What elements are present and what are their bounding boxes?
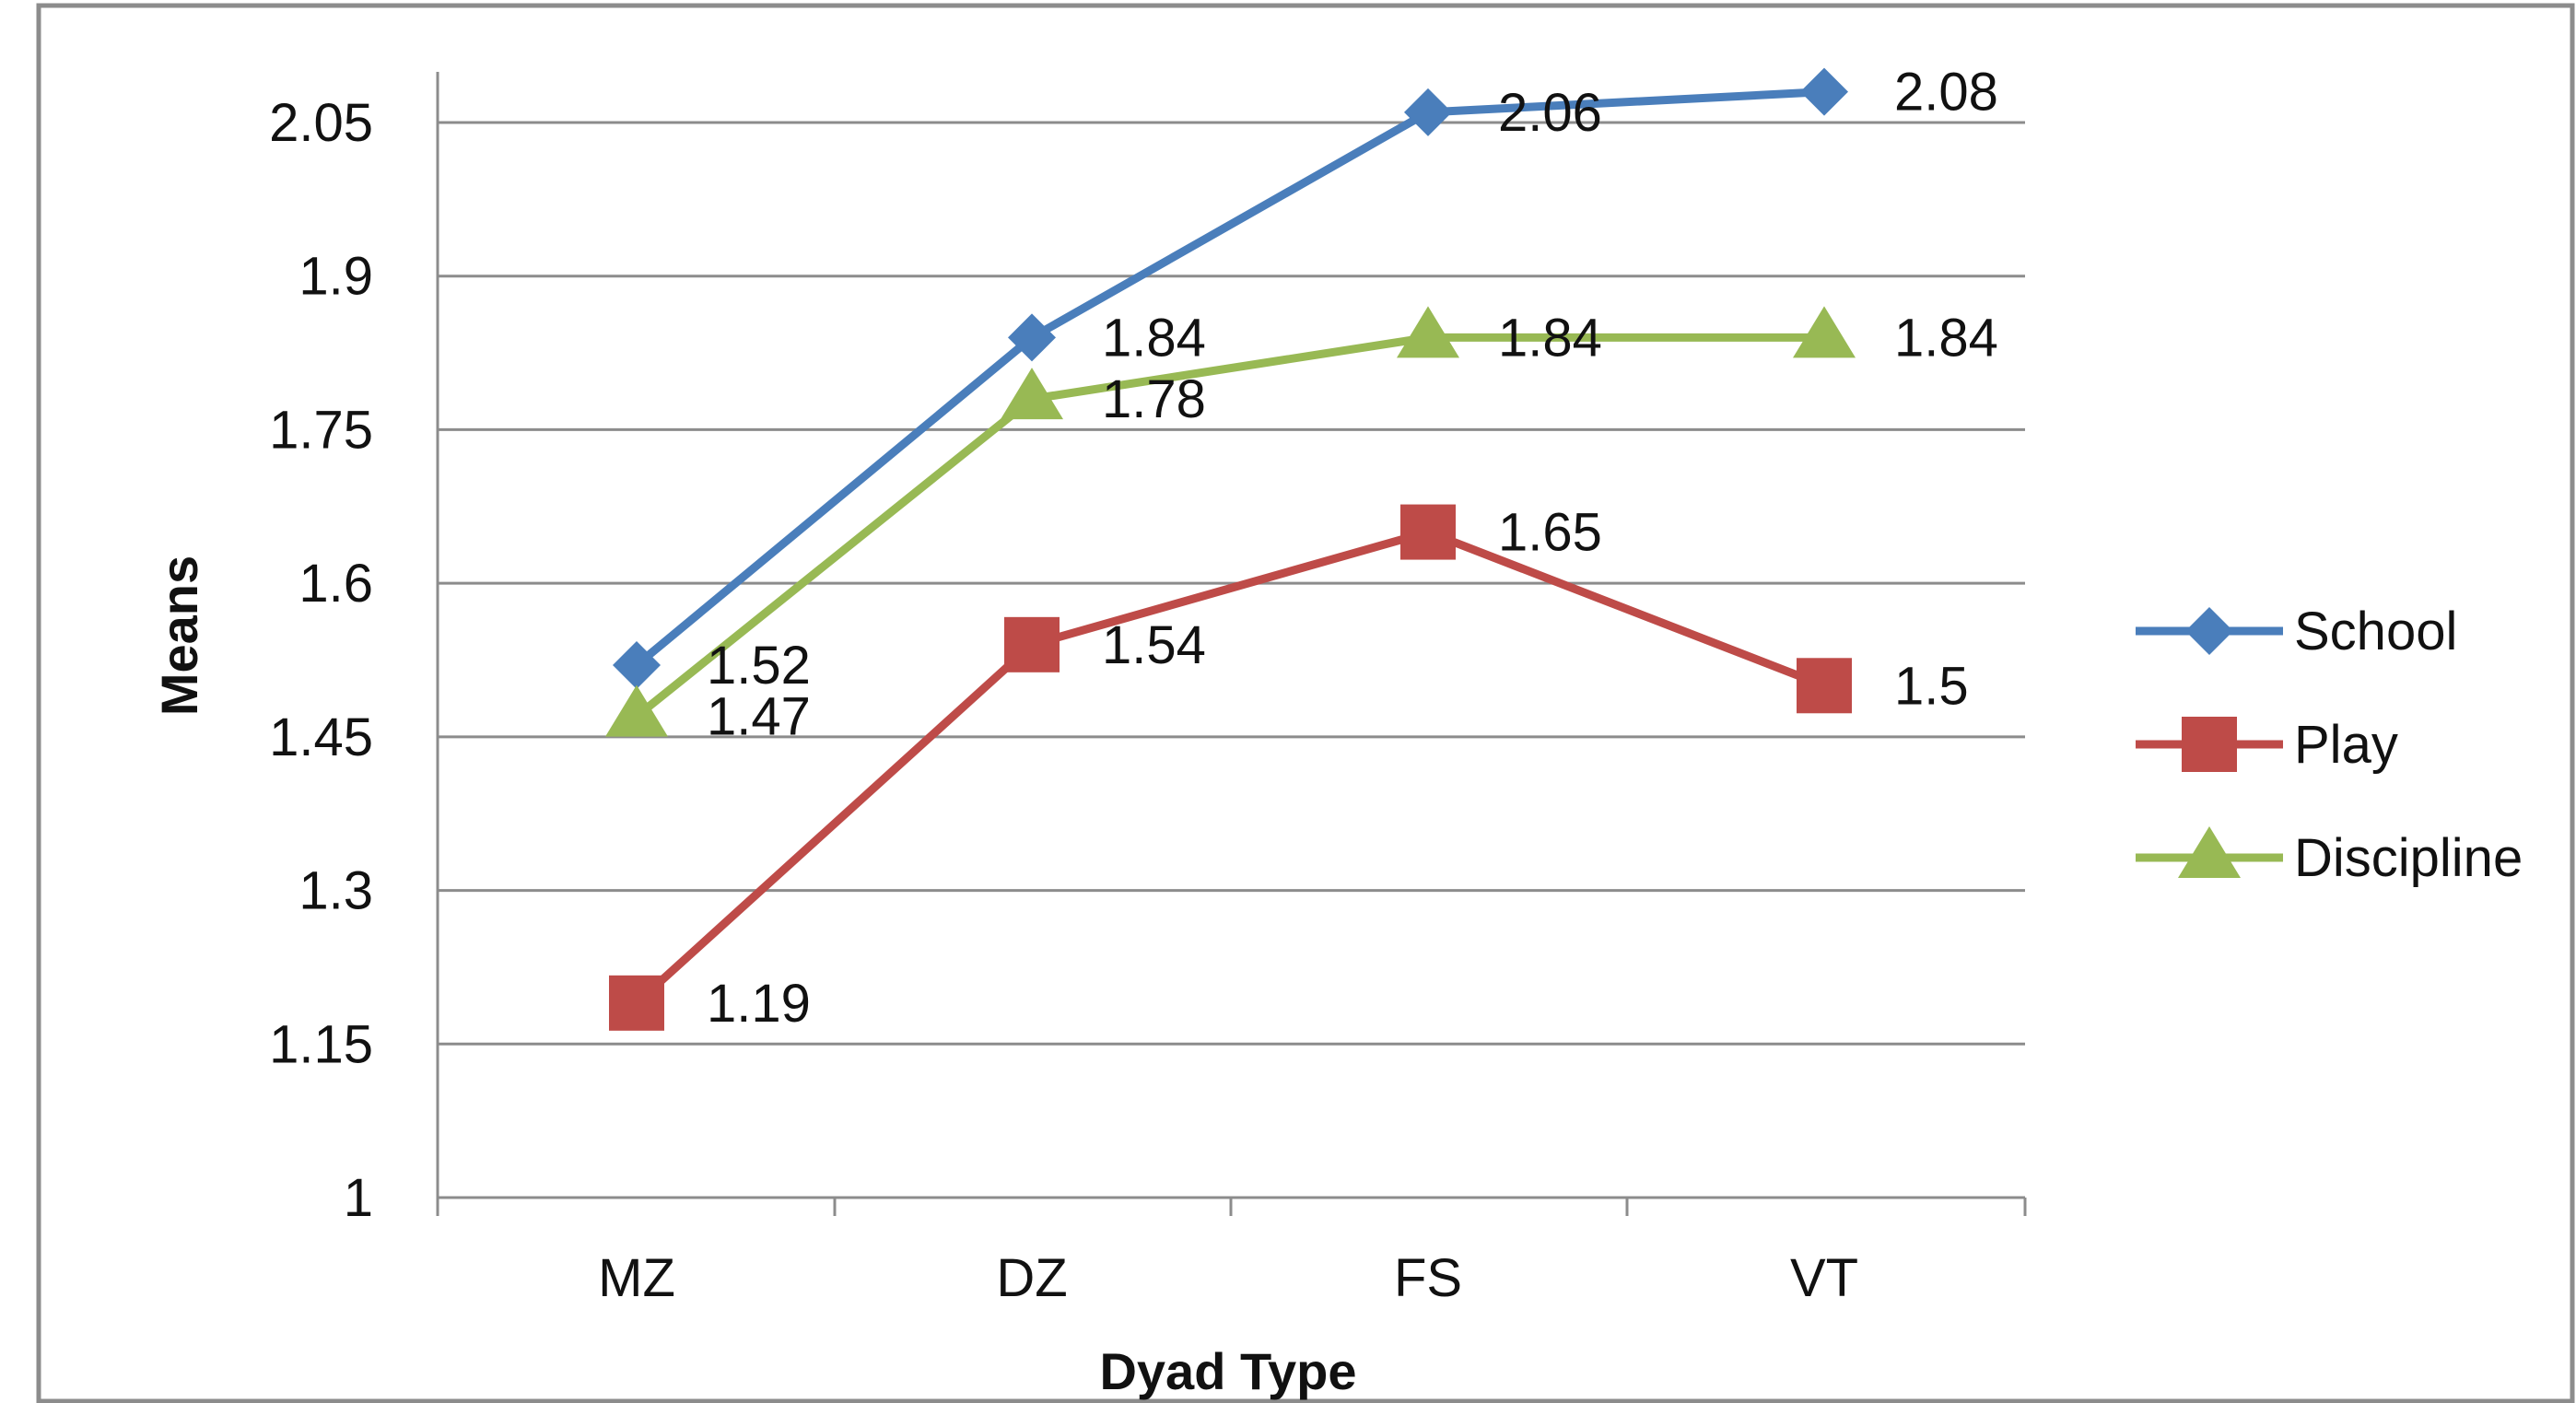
- legend-diamond-icon: [2185, 607, 2233, 655]
- legend-item-school: School: [2136, 602, 2457, 661]
- chart-border: [36, 3, 2575, 1403]
- play-marker: [1400, 504, 1456, 560]
- legend-square-icon: [2182, 717, 2237, 772]
- play-data-label: 1.5: [1894, 656, 1969, 716]
- school-marker: [1800, 67, 1848, 116]
- discipline-marker: [1001, 368, 1063, 420]
- discipline-data-label: 1.84: [1894, 308, 1998, 368]
- legend-item-play: Play: [2136, 715, 2398, 775]
- x-tick-label: VT: [1790, 1248, 1858, 1308]
- legend-item-discipline: Discipline: [2136, 826, 2523, 888]
- y-tick-label: 2.05: [269, 93, 373, 153]
- discipline-data-label: 1.78: [1102, 369, 1206, 429]
- legend-label: Play: [2294, 715, 2398, 775]
- school-data-label: 2.08: [1894, 63, 1998, 123]
- x-tick-label: FS: [1394, 1248, 1462, 1308]
- series-line-school: [634, 88, 1825, 669]
- gridlines: [438, 121, 2025, 1046]
- data-labels: 1.521.842.06 2.081.191.541.651.51.471.781…: [707, 63, 1998, 1034]
- y-axis-title: Means: [150, 555, 208, 716]
- play-data-label: 1.65: [1498, 503, 1602, 563]
- school-marker: [1008, 313, 1056, 362]
- discipline-marker: [605, 684, 668, 737]
- legend-label: School: [2294, 602, 2457, 661]
- y-tick-label: 1.15: [269, 1014, 373, 1074]
- discipline-marker: [1793, 306, 1856, 358]
- play-marker: [609, 975, 664, 1031]
- play-data-label: 1.54: [1102, 615, 1206, 675]
- school-data-label: 1.52: [707, 636, 811, 696]
- discipline-marker: [1397, 306, 1459, 358]
- series-lines: [605, 67, 1856, 1031]
- play-data-label: 1.19: [707, 974, 811, 1034]
- series-line-play: [633, 528, 1826, 1007]
- play-marker: [1004, 616, 1060, 672]
- school-marker: [613, 641, 661, 690]
- legend-triangle-icon: [2178, 826, 2241, 878]
- y-tick-label: 1.9: [299, 247, 373, 307]
- school-marker: [1404, 88, 1452, 136]
- school-data-label: 1.84: [1102, 308, 1206, 368]
- school-data-label: 2.06: [1498, 83, 1602, 143]
- discipline-data-label: 1.47: [707, 687, 811, 747]
- x-axis-title: Dyad Type: [1099, 1342, 1356, 1400]
- x-tick-labels: MZ DZ FS VT: [598, 1248, 1858, 1308]
- legend: School Play Discipline: [2136, 602, 2523, 888]
- x-tick-label: DZ: [996, 1248, 1067, 1308]
- y-tick-labels: 1 1.15 1.3 1.45 1.6 1.75 1.9 2.05: [269, 93, 373, 1228]
- y-tick-label: 1.6: [299, 554, 373, 614]
- y-tick-label: 1.3: [299, 861, 373, 921]
- series-line-discipline: [634, 333, 1824, 720]
- axes: [436, 72, 2027, 1216]
- legend-label: Discipline: [2294, 828, 2523, 888]
- y-tick-label: 1.75: [269, 400, 373, 460]
- discipline-data-label: 1.84: [1498, 308, 1602, 368]
- x-tick-label: MZ: [598, 1248, 675, 1308]
- play-marker: [1797, 658, 1852, 714]
- y-tick-label: 1: [344, 1168, 373, 1228]
- y-tick-label: 1.45: [269, 707, 373, 767]
